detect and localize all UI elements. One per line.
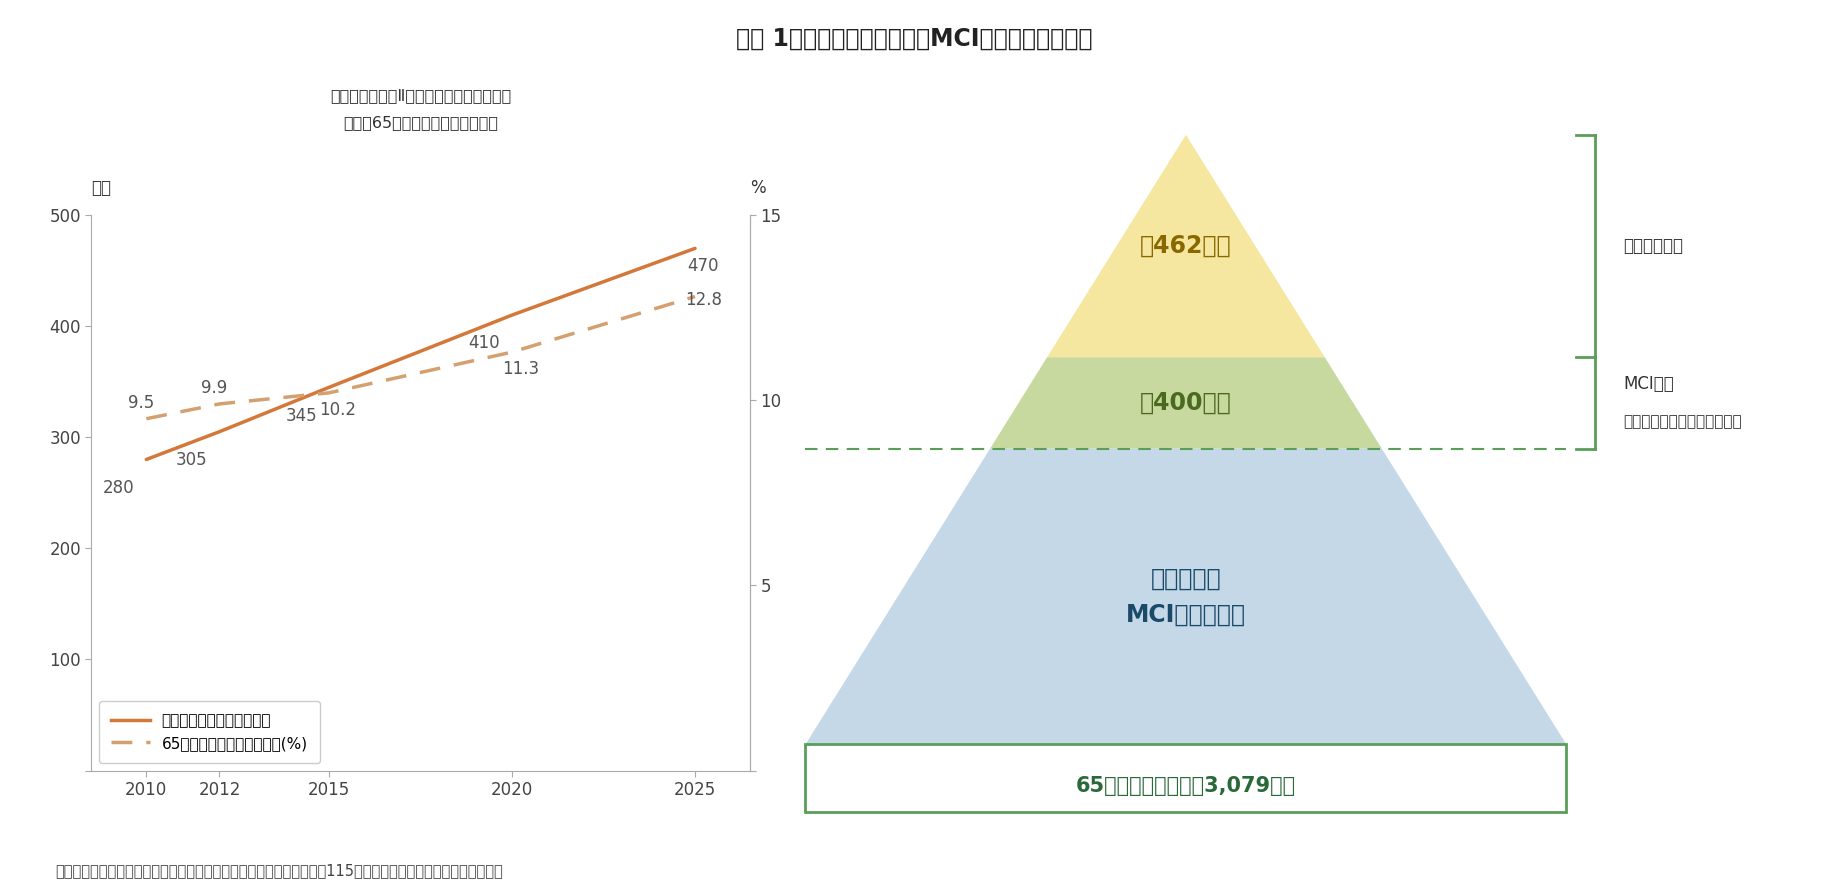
Text: 410: 410 [468, 334, 499, 352]
Text: 11.3: 11.3 [501, 360, 540, 378]
Text: 約462万人: 約462万人 [1139, 234, 1231, 258]
Polygon shape [805, 449, 1566, 745]
Text: 約400万人: 約400万人 [1139, 391, 1231, 415]
Text: 65歳以上高齢者人口3,079万人: 65歳以上高齢者人口3,079万人 [1075, 776, 1297, 796]
Text: 認知症高齢者: 認知症高齢者 [1624, 237, 1683, 255]
Legend: 認知症高齢者人口（万人）, 65歳以上人口に対する比率(%): 認知症高齢者人口（万人）, 65歳以上人口に対する比率(%) [99, 701, 320, 762]
Text: 305: 305 [176, 452, 207, 470]
Polygon shape [1046, 134, 1324, 358]
Text: 万人: 万人 [91, 179, 112, 197]
Text: 図表 1　認知症高齢者およびMCIの人口ボリューム: 図表 1 認知症高齢者およびMCIの人口ボリューム [737, 27, 1092, 51]
Text: 280: 280 [102, 479, 134, 497]
Text: 9.9: 9.9 [201, 379, 227, 397]
Text: 日常生活自立度Ⅱ以上の認知症高齢者人口: 日常生活自立度Ⅱ以上の認知症高齢者人口 [329, 88, 512, 103]
Text: MCIの人: MCIの人 [1624, 375, 1674, 393]
Text: 470: 470 [688, 257, 719, 275]
Text: 12.8: 12.8 [684, 291, 722, 309]
Text: 認知症でも
MCIでもない者: 認知症でも MCIでもない者 [1127, 567, 1246, 626]
Text: （正常と認知症の中間の人）: （正常と認知症の中間の人） [1624, 414, 1741, 429]
Polygon shape [989, 358, 1383, 449]
Text: および65歳以上人口に対する比率: および65歳以上人口に対する比率 [344, 115, 497, 130]
Text: 出所：厚生労働省「認知症施策の現状について」『社会保障審議会第115回介護給付費分科会資料』を加筆修正: 出所：厚生労働省「認知症施策の現状について」『社会保障審議会第115回介護給付費… [55, 863, 503, 878]
Text: 345: 345 [285, 407, 316, 425]
Bar [805, 745, 1566, 812]
Text: 10.2: 10.2 [318, 401, 357, 419]
Text: %: % [750, 179, 766, 197]
Text: 9.5: 9.5 [128, 393, 154, 411]
